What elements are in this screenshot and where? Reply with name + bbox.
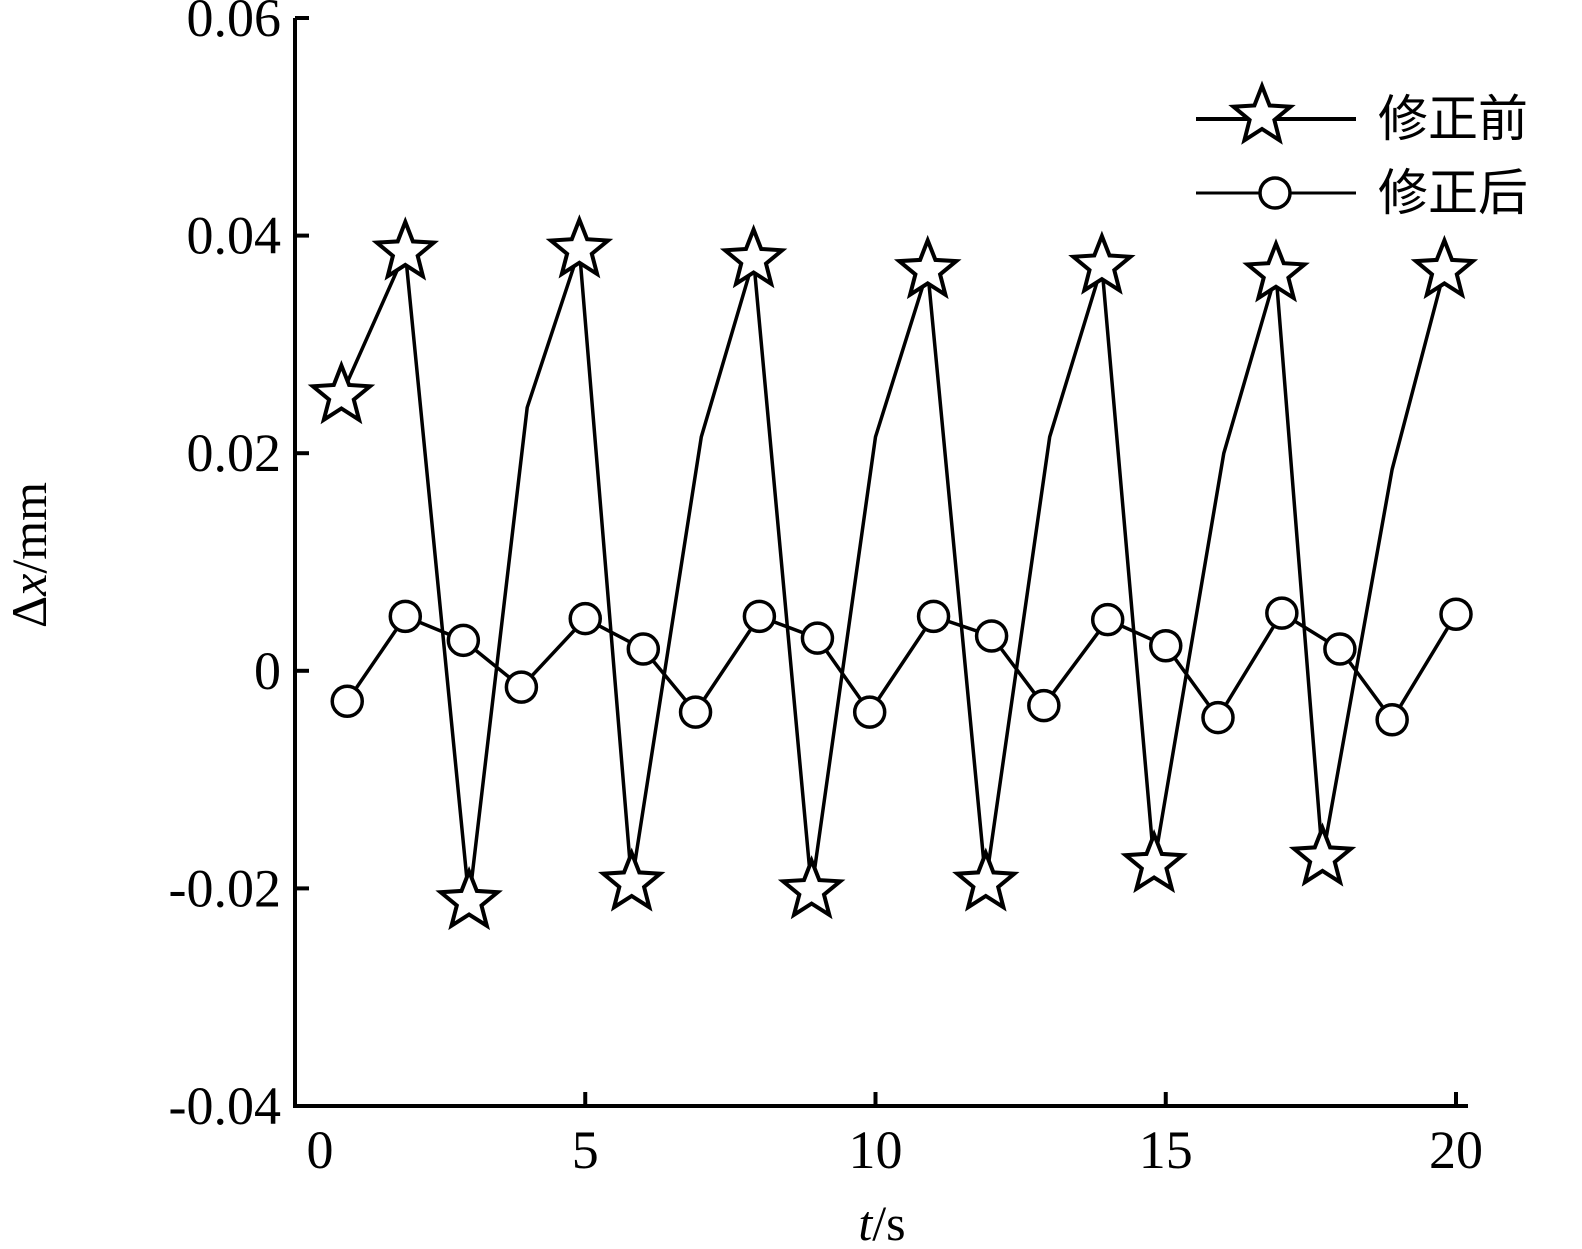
series-after	[330, 596, 1473, 737]
circle-marker	[1149, 629, 1183, 663]
x-axis-label-italic: t	[858, 1195, 873, 1249]
series-before	[307, 214, 1479, 931]
ticks: -0.04 -0.02 0 0.02 0.04 0.06 0 5 10 15 20	[169, 0, 1483, 1180]
x-tick-label: 5	[572, 1120, 599, 1180]
star-marker	[719, 223, 788, 289]
star-marker	[893, 234, 962, 300]
star-marker	[1120, 829, 1188, 894]
x-tick-label: 0	[307, 1120, 334, 1180]
x-axis-label-unit: /s	[872, 1195, 905, 1249]
star-marker	[371, 216, 440, 281]
legend-label-before: 修正前	[1378, 90, 1528, 148]
y-axis-label: Δx/mm	[1, 482, 57, 628]
series-line	[345, 611, 1458, 722]
circle-marker	[1090, 602, 1125, 637]
circle-marker	[1375, 703, 1409, 737]
circle-marker	[1265, 596, 1299, 630]
legend-circle-marker	[1258, 176, 1292, 210]
y-tick-label: -0.02	[169, 858, 281, 918]
y-tick-label: 0	[254, 641, 281, 701]
star-marker	[952, 847, 1020, 912]
circle-marker	[1323, 632, 1357, 666]
star-marker	[545, 214, 614, 279]
circle-marker	[678, 695, 713, 729]
circle-marker	[974, 619, 1009, 653]
x-tick-label: 15	[1139, 1120, 1193, 1180]
y-tick-label: 0.04	[187, 206, 282, 266]
circle-marker	[852, 695, 887, 729]
axes	[293, 18, 1468, 1108]
circle-marker	[330, 684, 364, 719]
circle-marker	[504, 670, 539, 704]
star-marker	[598, 847, 666, 912]
star-marker	[1242, 238, 1310, 303]
star-marker	[1288, 822, 1357, 887]
circle-marker	[568, 601, 602, 636]
circle-marker	[916, 599, 951, 634]
y-tick-label: -0.04	[169, 1076, 281, 1136]
y-axis-label-prefix: Δ	[1, 596, 57, 628]
series-layer	[307, 214, 1479, 931]
star-marker	[435, 866, 503, 931]
circle-marker	[742, 599, 777, 634]
star-marker	[777, 855, 846, 920]
legend-item-after: 修正后	[1196, 164, 1528, 222]
star-marker	[307, 360, 376, 425]
series-line	[339, 247, 1447, 904]
circle-marker	[626, 632, 661, 666]
circle-marker	[388, 599, 423, 634]
circle-marker	[1201, 700, 1235, 735]
circle-marker	[1439, 597, 1473, 631]
x-tick-label: 10	[849, 1120, 903, 1180]
circle-marker	[800, 621, 835, 655]
y-tick-label: 0.06	[187, 0, 282, 48]
y-tick-label: 0.02	[187, 423, 282, 483]
circle-marker	[446, 623, 481, 658]
star-marker	[1410, 234, 1479, 300]
y-axis-label-unit: /mm	[1, 482, 57, 574]
x-axis-label: t/s	[858, 1195, 905, 1249]
legend-item-before: 修正前	[1196, 80, 1528, 148]
x-tick-label: 20	[1429, 1120, 1483, 1180]
y-axis-label-italic: x	[1, 574, 57, 597]
star-marker	[1068, 230, 1136, 295]
circle-marker	[1027, 688, 1061, 723]
legend: 修正前 修正后	[1196, 80, 1528, 222]
legend-star-marker	[1228, 80, 1296, 145]
legend-label-after: 修正后	[1378, 164, 1528, 222]
